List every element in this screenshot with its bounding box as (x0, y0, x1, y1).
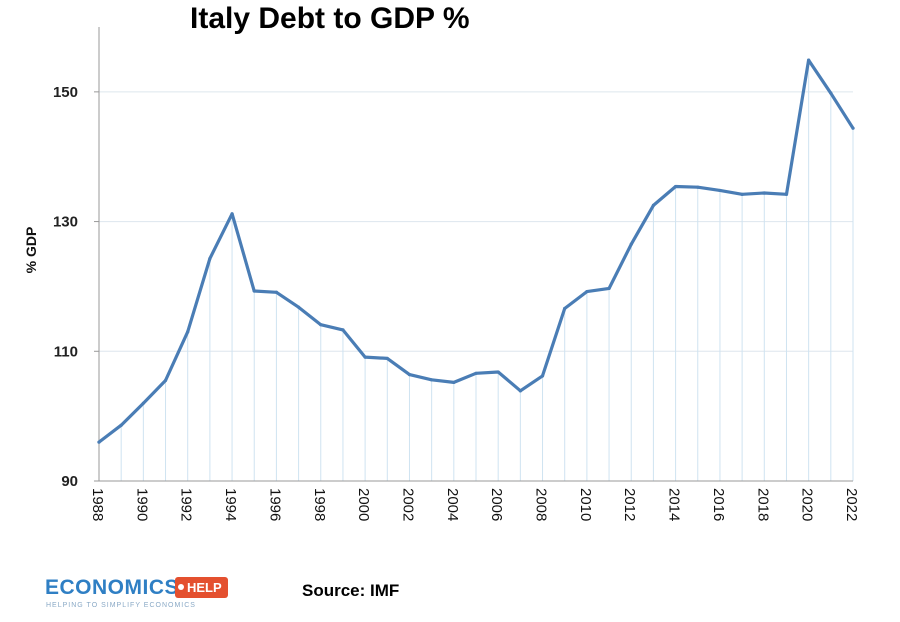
x-tick-label: 2004 (444, 488, 461, 521)
data-point (474, 371, 478, 375)
data-point (363, 355, 367, 359)
x-tick-label: 2008 (533, 488, 550, 521)
source-annotation: Source: IMF (302, 581, 400, 600)
data-point (452, 380, 456, 385)
data-point (407, 373, 412, 377)
data-point (696, 185, 700, 189)
chart-title: Italy Debt to GDP % (190, 2, 470, 35)
logo-help-badge: HELP (175, 577, 228, 598)
data-point (119, 423, 123, 427)
data-point (274, 290, 279, 294)
data-point (496, 370, 500, 374)
logo-tagline: HELPING TO SIMPLIFY ECONOMICS (46, 602, 196, 609)
x-tick-label: 2006 (488, 488, 505, 521)
grid-lines (98, 60, 854, 481)
data-point (518, 389, 522, 393)
data-point (740, 192, 744, 196)
data-point (230, 212, 234, 216)
x-tick-label: 1988 (89, 488, 106, 521)
data-point (296, 305, 301, 309)
x-tick-label: 1996 (266, 488, 283, 521)
x-tick-label: 2022 (843, 488, 860, 521)
data-point (829, 91, 833, 95)
x-tick-label: 2018 (754, 488, 771, 521)
x-tick-label: 2012 (621, 488, 638, 521)
y-axis-label: % GDP (23, 227, 39, 274)
data-point (673, 184, 678, 189)
y-tick-label: 90 (61, 473, 78, 490)
x-tick-labels: 1988 1990 1992 1994 1996 1998 2000 2002 2004 2006… (89, 488, 860, 521)
data-point (208, 256, 212, 261)
x-tick-label: 2016 (710, 488, 727, 521)
data-point (341, 328, 345, 332)
axes (94, 27, 853, 482)
data-point (163, 378, 168, 383)
x-tick-label: 2014 (666, 488, 683, 521)
data-point (784, 192, 789, 196)
economicshelp-logo: ECONOMICS HELP HELPING TO SIMPLIFY ECONO… (45, 575, 235, 615)
data-point (385, 356, 389, 361)
data-point (186, 330, 190, 334)
x-tick-label: 1994 (222, 488, 239, 521)
x-tick-label: 1998 (311, 488, 328, 521)
y-tick-labels: 90 110 130 150 (53, 84, 78, 490)
data-point (651, 203, 656, 207)
data-point (629, 242, 633, 246)
data-point (807, 58, 811, 62)
x-tick-label: 1992 (178, 488, 195, 521)
data-point (430, 378, 434, 382)
data-point (319, 323, 323, 327)
x-tick-label: 1990 (133, 488, 150, 521)
x-tick-label: 2020 (799, 488, 816, 521)
x-tick-label: 2010 (577, 488, 594, 521)
logo-wordmark: ECONOMICS (45, 576, 180, 599)
data-point (141, 401, 145, 405)
data-point (97, 440, 101, 444)
data-point (585, 290, 589, 294)
data-point (718, 188, 722, 193)
data-point (607, 286, 611, 290)
x-tick-label: 2002 (399, 488, 416, 521)
data-series (97, 58, 855, 444)
data-point (851, 126, 855, 130)
y-tick-label: 150 (53, 84, 78, 101)
y-tick-label: 130 (53, 214, 78, 231)
data-point (540, 374, 545, 378)
x-tick-label: 2000 (355, 488, 372, 521)
data-point (563, 306, 567, 311)
data-point (252, 289, 256, 293)
data-point (762, 191, 766, 195)
y-tick-label: 110 (54, 343, 78, 360)
